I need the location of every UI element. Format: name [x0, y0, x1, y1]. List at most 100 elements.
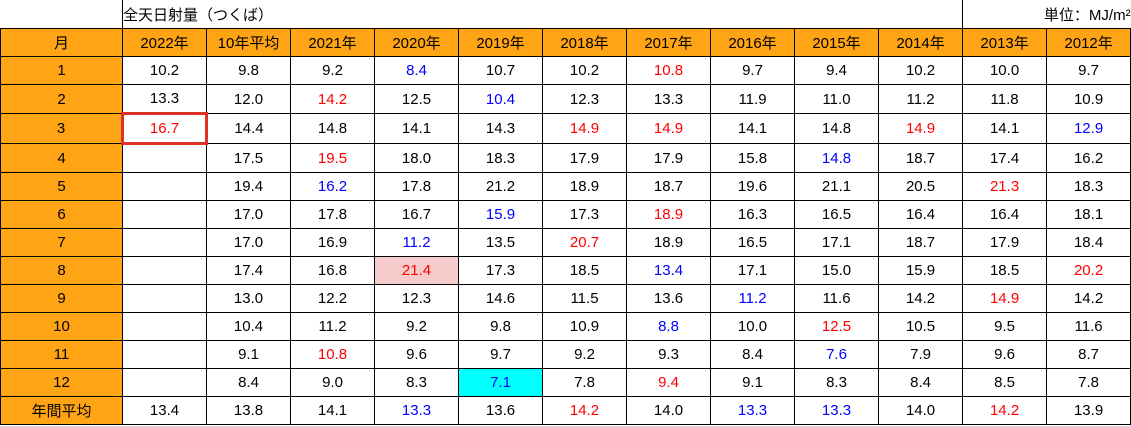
data-cell[interactable]: 14.1 — [710, 113, 795, 144]
unit-label[interactable]: 単位：MJ/m² — [962, 0, 1131, 29]
data-cell[interactable]: 11.5 — [542, 284, 627, 313]
max-value-cell[interactable]: 14.9 — [877, 113, 964, 144]
data-cell[interactable]: 15.9 — [877, 256, 964, 285]
data-cell[interactable]: 10.2 — [877, 56, 964, 85]
row-label-cell[interactable]: 12 — [0, 368, 123, 397]
row-label-cell[interactable]: 2 — [0, 84, 123, 114]
data-cell[interactable]: 10.4 — [206, 312, 291, 341]
data-cell[interactable]: 12.3 — [374, 284, 459, 313]
red-boxed-cell[interactable]: 16.7 — [121, 112, 208, 145]
data-cell[interactable]: 9.1 — [710, 368, 795, 397]
data-cell[interactable]: 10.0 — [710, 312, 795, 341]
data-cell[interactable]: 15.0 — [794, 256, 879, 285]
data-cell[interactable]: 16.5 — [710, 228, 795, 257]
data-cell[interactable]: 17.0 — [206, 200, 291, 229]
data-cell[interactable]: 9.8 — [206, 56, 291, 85]
max-value-cell[interactable]: 14.2 — [542, 396, 627, 425]
max-value-cell[interactable]: 14.2 — [962, 396, 1048, 425]
min-value-cell[interactable]: 7.6 — [794, 340, 879, 369]
data-cell[interactable]: 13.3 — [626, 84, 711, 114]
row-label-cell[interactable]: 10 — [0, 312, 123, 341]
year-column-header[interactable]: 10年平均 — [206, 28, 291, 57]
data-cell[interactable]: 17.3 — [542, 200, 627, 229]
data-cell[interactable]: 11.2 — [290, 312, 375, 341]
data-cell[interactable]: 16.7 — [374, 200, 459, 229]
data-cell[interactable]: 10.9 — [542, 312, 627, 341]
data-cell[interactable]: 14.4 — [206, 113, 291, 144]
data-cell[interactable]: 10.2 — [542, 56, 627, 85]
data-cell[interactable]: 14.8 — [794, 113, 879, 144]
empty-cell[interactable] — [122, 284, 207, 313]
data-cell[interactable]: 8.3 — [374, 368, 459, 397]
row-label-cell[interactable]: 7 — [0, 228, 123, 257]
data-cell[interactable]: 13.4 — [122, 396, 207, 425]
data-cell[interactable]: 17.1 — [794, 228, 879, 257]
data-cell[interactable]: 9.6 — [374, 340, 459, 369]
row-label-cell[interactable]: 1 — [0, 56, 123, 85]
data-cell[interactable]: 9.2 — [374, 312, 459, 341]
data-cell[interactable]: 11.9 — [710, 84, 795, 114]
data-cell[interactable]: 11.6 — [1046, 312, 1131, 341]
data-cell[interactable]: 12.5 — [374, 84, 459, 114]
data-cell[interactable]: 14.8 — [290, 113, 375, 144]
data-cell[interactable]: 16.3 — [710, 200, 795, 229]
data-cell[interactable]: 9.4 — [794, 56, 879, 85]
data-cell[interactable]: 7.8 — [542, 368, 627, 397]
empty-cell[interactable] — [122, 172, 207, 201]
min-value-cell[interactable]: 15.9 — [458, 200, 543, 229]
data-cell[interactable]: 11.2 — [877, 84, 964, 114]
year-column-header[interactable]: 2014年 — [877, 28, 964, 57]
empty-cell[interactable] — [122, 228, 207, 257]
data-cell[interactable]: 17.9 — [962, 228, 1048, 257]
data-cell[interactable]: 19.4 — [206, 172, 291, 201]
table-title[interactable]: 全天日射量（つくば） — [122, 0, 963, 29]
row-label-cell[interactable]: 9 — [0, 284, 123, 313]
data-cell[interactable]: 18.7 — [626, 172, 711, 201]
data-cell[interactable]: 8.3 — [794, 368, 879, 397]
min-value-cell[interactable]: 14.8 — [794, 143, 879, 173]
data-cell[interactable]: 11.8 — [962, 84, 1048, 114]
data-cell[interactable]: 9.0 — [290, 368, 375, 397]
pink-highlight-cell[interactable]: 21.4 — [374, 256, 459, 285]
data-cell[interactable]: 16.8 — [290, 256, 375, 285]
data-cell[interactable]: 16.2 — [1046, 143, 1131, 173]
data-cell[interactable]: 9.5 — [962, 312, 1048, 341]
data-cell[interactable]: 8.4 — [206, 368, 291, 397]
data-cell[interactable]: 17.8 — [374, 172, 459, 201]
data-cell[interactable]: 13.3 — [122, 84, 207, 114]
min-value-cell[interactable]: 13.3 — [710, 396, 795, 425]
max-value-cell[interactable]: 14.9 — [626, 113, 711, 144]
min-value-cell[interactable]: 13.3 — [794, 396, 879, 425]
max-value-cell[interactable]: 19.5 — [290, 143, 375, 173]
data-cell[interactable]: 9.1 — [206, 340, 291, 369]
data-cell[interactable]: 19.6 — [710, 172, 795, 201]
data-cell[interactable]: 18.3 — [1046, 172, 1131, 201]
data-cell[interactable]: 14.1 — [962, 113, 1048, 144]
row-label-cell[interactable]: 5 — [0, 172, 123, 201]
year-column-header[interactable]: 2016年 — [710, 28, 795, 57]
max-value-cell[interactable]: 14.9 — [542, 113, 627, 144]
min-value-cell[interactable]: 16.2 — [290, 172, 375, 201]
row-label-cell[interactable]: 年間平均 — [0, 396, 123, 425]
data-cell[interactable]: 14.1 — [290, 396, 375, 425]
min-value-cell[interactable]: 11.2 — [710, 284, 795, 313]
year-column-header[interactable]: 2015年 — [794, 28, 879, 57]
data-cell[interactable]: 8.7 — [1046, 340, 1131, 369]
min-value-cell[interactable]: 10.4 — [458, 84, 543, 114]
data-cell[interactable]: 11.0 — [794, 84, 879, 114]
data-cell[interactable]: 13.6 — [626, 284, 711, 313]
data-cell[interactable]: 21.1 — [794, 172, 879, 201]
year-column-header[interactable]: 2018年 — [542, 28, 627, 57]
data-cell[interactable]: 16.4 — [877, 200, 964, 229]
data-cell[interactable]: 13.9 — [1046, 396, 1131, 425]
data-cell[interactable]: 9.7 — [710, 56, 795, 85]
min-value-cell[interactable]: 8.4 — [374, 56, 459, 85]
row-label-cell[interactable]: 4 — [0, 143, 123, 173]
year-column-header[interactable]: 2021年 — [290, 28, 375, 57]
data-cell[interactable]: 17.4 — [962, 143, 1048, 173]
data-cell[interactable]: 10.5 — [877, 312, 964, 341]
data-cell[interactable]: 9.2 — [290, 56, 375, 85]
data-cell[interactable]: 20.5 — [877, 172, 964, 201]
month-column-header[interactable]: 月 — [0, 28, 123, 57]
data-cell[interactable]: 17.9 — [626, 143, 711, 173]
